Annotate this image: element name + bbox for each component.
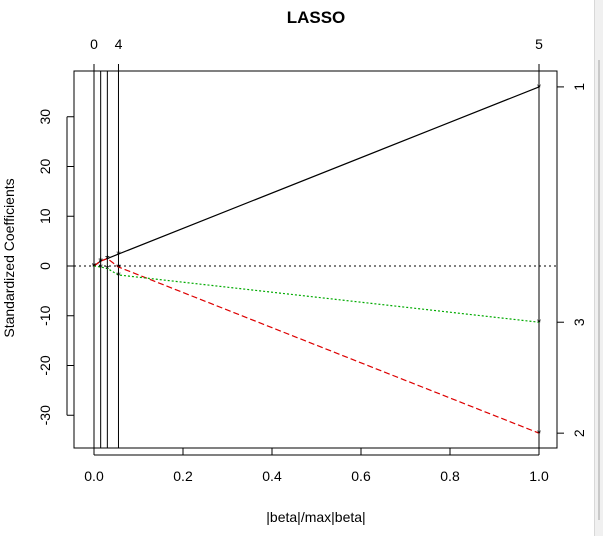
coefficient-point-marker: * (92, 261, 97, 273)
coefficient-point-marker: * (116, 249, 121, 261)
x-tick-label: 0.4 (262, 468, 282, 484)
coefficient-point-marker: * (99, 256, 104, 268)
right-tick-label: 1 (571, 83, 587, 91)
coefficient-point-marker: * (537, 428, 542, 440)
right-tick-label: 2 (571, 429, 587, 437)
x-tick-label: 1.0 (529, 468, 549, 484)
coefficient-point-marker: * (537, 82, 542, 94)
axes-layer: 0.0 0.2 0.4 0.6 0.8 1.0 -30 -20 -10 0 10 20 30 0 4 5 1 3 2 (37, 36, 587, 484)
coefficient-path-1 (93, 86, 540, 267)
y-tick-label: -20 (37, 355, 53, 375)
top-tick-label: 0 (90, 36, 98, 52)
coefficient-point-marker: * (99, 262, 104, 274)
x-tick-label: 0.6 (351, 468, 371, 484)
x-tick-label: 0.8 (440, 468, 460, 484)
y-tick-label: 30 (37, 109, 53, 125)
y-tick-label: -10 (37, 305, 53, 325)
coefficient-path-3 (93, 265, 540, 323)
top-tick-label: 5 (535, 36, 543, 52)
chart-title: LASSO (287, 8, 346, 27)
y-tick-label: 10 (37, 208, 53, 224)
coefficient-path-2 (93, 257, 540, 434)
x-tick-label: 0.2 (173, 468, 193, 484)
window-scrollbar[interactable] (594, 0, 603, 536)
y-axis-label: Standardized Coefficients (1, 178, 17, 337)
coefficient-point-marker: * (105, 254, 110, 266)
coefficient-point-marker: * (105, 254, 110, 266)
y-tick-label: 0 (37, 262, 53, 270)
coefficient-point-marker: * (92, 261, 97, 273)
coefficient-point-marker: * (537, 317, 542, 329)
coefficient-point-marker: * (92, 261, 97, 273)
x-axis-label: |beta|/max|beta| (266, 509, 365, 525)
x-tick-label: 0.0 (84, 468, 104, 484)
y-tick-label: -30 (37, 405, 53, 425)
coefficient-point-marker: * (105, 263, 110, 275)
right-tick-label: 3 (571, 318, 587, 326)
coefficient-point-marker: * (116, 262, 121, 274)
y-tick-label: 20 (37, 159, 53, 175)
coefficient-point-marker: * (116, 270, 121, 282)
coefficient-point-marker: * (99, 256, 104, 268)
plot-frame (73, 70, 558, 449)
scrollbar-thumb[interactable] (598, 60, 600, 520)
top-tick-label: 4 (115, 36, 123, 52)
lines-layer: * * * *** * **** * *** (92, 82, 542, 440)
